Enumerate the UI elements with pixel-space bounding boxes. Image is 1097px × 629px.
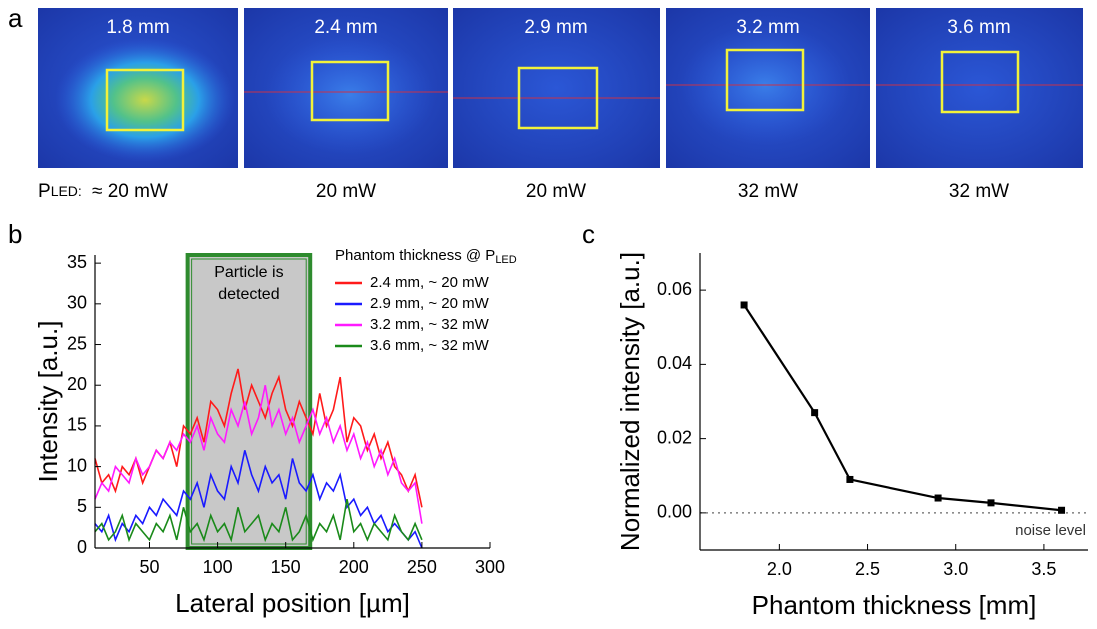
y-tick-label: 10 bbox=[67, 455, 87, 475]
thickness-label: 1.8 mm bbox=[106, 17, 169, 38]
panel-a-images bbox=[38, 8, 1083, 168]
y-axis-title: Intensity [a.u.] bbox=[33, 321, 63, 483]
glow bbox=[55, 38, 235, 162]
legend-label: 3.2 mm, ~ 32 mW bbox=[370, 316, 490, 333]
y-tick-label: 25 bbox=[67, 333, 87, 353]
glow bbox=[265, 35, 435, 155]
y-tick-label: 0 bbox=[77, 537, 87, 557]
y-tick-label: 0.04 bbox=[657, 353, 692, 373]
power-label: 32 mW bbox=[738, 181, 798, 202]
y-tick-label: 0.02 bbox=[657, 427, 692, 447]
x-tick-label: 3.0 bbox=[943, 559, 968, 579]
series-line bbox=[94, 385, 423, 524]
y-tick-label: 5 bbox=[77, 496, 87, 516]
legend-label: 2.4 mm, ~ 20 mW bbox=[370, 274, 490, 291]
chart-b: Particle is detected 0 5 10 15 20 25 30 35 50 100 15… bbox=[33, 247, 517, 618]
legend-label: 3.6 mm, ~ 32 mW bbox=[370, 337, 490, 354]
x-tick-label: 2.5 bbox=[855, 559, 880, 579]
power-prefix: PLED: bbox=[38, 181, 82, 202]
marker bbox=[1058, 506, 1066, 514]
thickness-label: 3.2 mm bbox=[736, 17, 799, 38]
marker bbox=[740, 301, 748, 309]
power-label: ≈ 20 mW bbox=[92, 181, 168, 202]
x-tick-label: 2.0 bbox=[767, 559, 792, 579]
marker bbox=[934, 494, 942, 502]
reference-label: noise level bbox=[1015, 522, 1086, 539]
legend-label: 2.9 mm, ~ 20 mW bbox=[370, 295, 490, 312]
region-label: detected bbox=[218, 286, 279, 303]
image-tile bbox=[453, 8, 660, 168]
series-line bbox=[94, 499, 423, 543]
y-tick-label: 0.06 bbox=[657, 279, 692, 299]
panel-label: a bbox=[8, 3, 23, 33]
thickness-label: 3.6 mm bbox=[947, 17, 1010, 38]
thickness-label: 2.9 mm bbox=[524, 17, 587, 38]
series-line bbox=[743, 304, 1062, 512]
x-tick-label: 200 bbox=[339, 557, 369, 577]
x-tick-label: 50 bbox=[139, 557, 159, 577]
y-tick-label: 20 bbox=[67, 374, 87, 394]
x-tick-label: 100 bbox=[203, 557, 233, 577]
x-tick-label: 3.5 bbox=[1031, 559, 1056, 579]
y-tick-label: 30 bbox=[67, 293, 87, 313]
x-tick-label: 300 bbox=[475, 557, 505, 577]
roi-box bbox=[940, 50, 1020, 114]
tile-labels: 1.8 mm ≈ 20 mW 2.4 mm 20 mW 2.9 mm 20 mW 3.2 m… bbox=[92, 17, 1011, 202]
roi-box bbox=[105, 68, 185, 132]
power-label: 32 mW bbox=[949, 181, 1009, 202]
chart-c: noise level 0.00 0.02 0.04 0.06 2.0 2.5 3.0 3.5 P… bbox=[615, 252, 1088, 620]
legend-title-text: Phantom thickness @ P bbox=[335, 247, 495, 264]
y-tick-label: 0.00 bbox=[657, 502, 692, 522]
marker bbox=[987, 499, 995, 507]
roi-box bbox=[310, 60, 390, 122]
roi-box bbox=[725, 48, 805, 112]
shaded-region-inner-edge bbox=[191, 258, 307, 545]
y-tick-label: 35 bbox=[67, 252, 87, 272]
legend-title-subscript: LED bbox=[495, 254, 516, 266]
thickness-label: 2.4 mm bbox=[314, 17, 377, 38]
panel-label: b bbox=[8, 219, 22, 249]
x-tick-label: 150 bbox=[271, 557, 301, 577]
power-label: 20 mW bbox=[526, 181, 586, 202]
image-tile bbox=[876, 8, 1083, 168]
power-subscript: LED: bbox=[51, 183, 82, 199]
legend-title: Phantom thickness @ PLED bbox=[335, 247, 517, 266]
y-axis-title: Normalized intensity [a.u.] bbox=[615, 252, 645, 551]
roi-box bbox=[517, 66, 599, 130]
marker bbox=[846, 475, 854, 483]
x-axis-title: Phantom thickness [mm] bbox=[752, 590, 1037, 620]
y-tick-label: 15 bbox=[67, 415, 87, 435]
power-symbol: P bbox=[38, 181, 51, 202]
panel-label: c bbox=[582, 219, 595, 249]
marker bbox=[811, 409, 819, 417]
series-line bbox=[94, 450, 423, 549]
power-label: 20 mW bbox=[316, 181, 376, 202]
x-axis-title: Lateral position [µm] bbox=[175, 588, 410, 618]
shaded-region bbox=[185, 253, 313, 550]
region-label: Particle is bbox=[214, 264, 283, 281]
x-tick-label: 250 bbox=[407, 557, 437, 577]
